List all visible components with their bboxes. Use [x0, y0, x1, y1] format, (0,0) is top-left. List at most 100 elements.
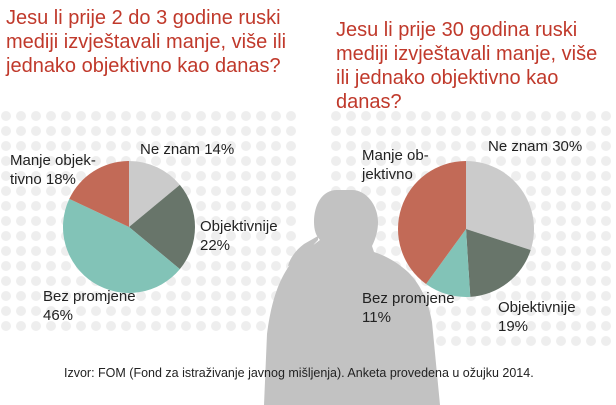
backdrop-dot — [271, 141, 281, 151]
backdrop-dot — [226, 186, 236, 196]
backdrop-dot — [466, 306, 476, 316]
backdrop-dot — [406, 171, 416, 181]
backdrop-dot — [511, 156, 521, 166]
backdrop-dot — [91, 111, 101, 121]
backdrop-dot — [166, 321, 176, 331]
backdrop-dot — [541, 201, 551, 211]
backdrop-dot — [571, 336, 581, 346]
backdrop-dot — [466, 111, 476, 121]
slice-label-manje-objektivno: Manje ob- jektivno — [362, 147, 429, 183]
backdrop-dot — [181, 291, 191, 301]
backdrop-dot — [496, 126, 506, 136]
backdrop-dot — [346, 126, 356, 136]
backdrop-dot — [211, 276, 221, 286]
backdrop-dot — [451, 111, 461, 121]
backdrop-dot — [376, 216, 386, 226]
backdrop-dot — [451, 141, 461, 151]
backdrop-dot — [586, 141, 596, 151]
backdrop-dot — [181, 156, 191, 166]
backdrop-dot — [106, 291, 116, 301]
backdrop-dot — [226, 321, 236, 331]
pie-slice-manje-objektivno — [69, 161, 129, 227]
backdrop-dot — [496, 336, 506, 346]
backdrop-dot — [526, 141, 536, 151]
backdrop-dot — [601, 216, 611, 226]
backdrop-dot — [61, 156, 71, 166]
backdrop-dot — [16, 231, 26, 241]
backdrop-dot — [541, 186, 551, 196]
backdrop-dot — [391, 141, 401, 151]
backdrop-dot — [136, 291, 146, 301]
backdrop-dot — [31, 171, 41, 181]
backdrop-dot — [1, 201, 11, 211]
backdrop-dot — [541, 216, 551, 226]
backdrop-dot — [331, 156, 341, 166]
backdrop-dot — [46, 171, 56, 181]
backdrop-dot — [256, 231, 266, 241]
backdrop-dot — [256, 291, 266, 301]
backdrop-dot — [76, 321, 86, 331]
backdrop-dot — [571, 231, 581, 241]
backdrop-dot — [601, 336, 611, 346]
backdrop-dot — [586, 216, 596, 226]
backdrop-dot — [46, 141, 56, 151]
backdrop-dot — [91, 141, 101, 151]
backdrop-dot — [151, 291, 161, 301]
backdrop-dot — [586, 291, 596, 301]
backdrop-dot — [571, 141, 581, 151]
backdrop-dot — [436, 306, 446, 316]
backdrop-dot — [1, 291, 11, 301]
backdrop-dot — [106, 321, 116, 331]
backdrop-dot — [586, 111, 596, 121]
pie-slice-manje-objektivno — [398, 161, 466, 285]
backdrop-dot — [436, 156, 446, 166]
backdrop-dot — [211, 141, 221, 151]
backdrop-dot — [586, 261, 596, 271]
backdrop-dot — [196, 141, 206, 151]
pie-chart-2-3-years — [63, 161, 195, 293]
backdrop-dot — [196, 306, 206, 316]
backdrop-dot — [571, 186, 581, 196]
backdrop-dot — [376, 111, 386, 121]
backdrop-dot — [46, 216, 56, 226]
backdrop-dot — [91, 156, 101, 166]
backdrop-dot — [556, 216, 566, 226]
backdrop-dot — [1, 156, 11, 166]
backdrop-dot — [391, 201, 401, 211]
backdrop-dot — [1, 141, 11, 151]
backdrop-dot — [421, 126, 431, 136]
backdrop-dot — [556, 201, 566, 211]
backdrop-dot — [526, 126, 536, 136]
backdrop-dot — [226, 111, 236, 121]
backdrop-dot — [541, 306, 551, 316]
backdrop-dot — [46, 276, 56, 286]
backdrop-dot — [181, 321, 191, 331]
backdrop-dot — [601, 171, 611, 181]
backdrop-dot — [241, 276, 251, 286]
backdrop-dot — [376, 231, 386, 241]
backdrop-dot — [286, 141, 296, 151]
backdrop-dot — [91, 291, 101, 301]
backdrop-dot — [76, 126, 86, 136]
backdrop-dot — [46, 186, 56, 196]
backdrop-dot — [196, 171, 206, 181]
backdrop-dot — [511, 321, 521, 331]
backdrop-dot — [31, 186, 41, 196]
backdrop-dot — [466, 141, 476, 151]
backdrop-dot — [271, 246, 281, 256]
backdrop-dot — [241, 321, 251, 331]
backdrop-dot — [466, 321, 476, 331]
backdrop-dot — [331, 141, 341, 151]
backdrop-dot — [361, 156, 371, 166]
backdrop-dot — [601, 141, 611, 151]
backdrop-dot — [61, 171, 71, 181]
backdrop-dot — [16, 291, 26, 301]
backdrop-dot — [271, 231, 281, 241]
backdrop-dot — [286, 111, 296, 121]
backdrop-dot — [526, 306, 536, 316]
backdrop-dot — [136, 111, 146, 121]
backdrop-dot — [61, 261, 71, 271]
backdrop-dot — [241, 201, 251, 211]
backdrop-dot — [376, 246, 386, 256]
backdrop-dot — [511, 141, 521, 151]
